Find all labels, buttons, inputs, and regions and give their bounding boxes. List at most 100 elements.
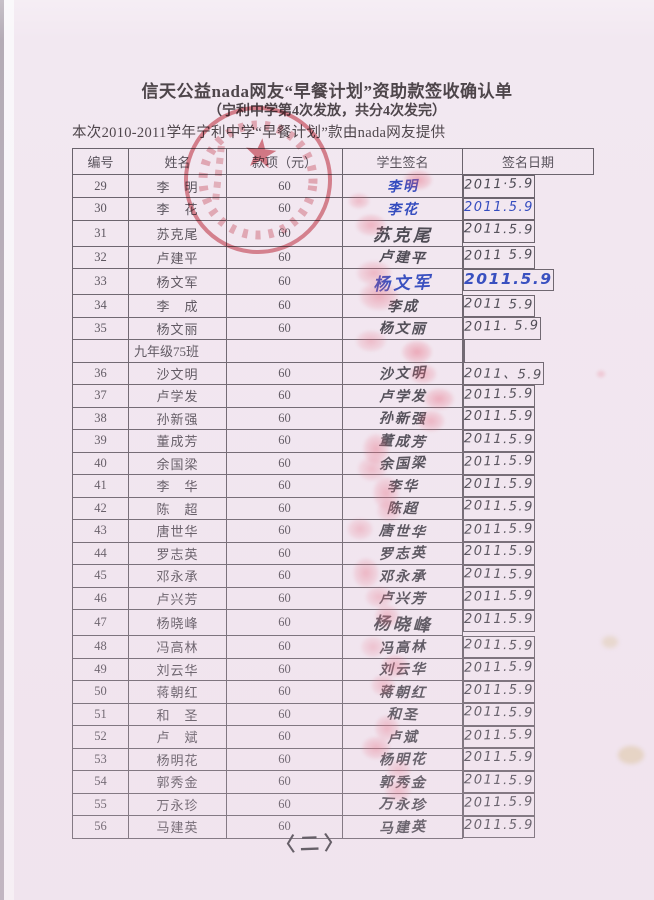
student-signature: 冯高林 [342,635,463,659]
amount-value: 60 [226,635,343,659]
row-number: 30 [72,197,129,221]
date-text: 2011.5.9 [463,771,535,789]
amount-value: 60 [226,680,343,704]
row-number: 34 [72,294,129,318]
amount-value: 60 [226,496,343,520]
signature-text: 苏克尾 [372,225,433,246]
signature-date: 2011、5.9 [463,362,544,385]
row-number: 54 [72,770,129,794]
table-row: 30 李 花 60 李花 2011.5.9 [72,197,594,221]
fingerprint-mark [594,368,608,380]
amount-value: 60 [226,451,343,475]
signature-date: 2011 5.9 [463,294,535,317]
date-text: 2011.5.9 [464,682,534,698]
signature-date: 2011. 5.9 [463,317,541,340]
student-signature: 邓永承 [342,564,463,588]
table-row: 49 刘云华 60 刘云华 2011.5.9 [72,657,594,681]
student-signature: 杨文军 [342,268,463,295]
row-number: 39 [72,429,129,453]
date-text: 2011.5.9 [463,430,535,448]
signature-text: 杨晓峰 [372,613,433,636]
date-text: 2011.5.9 [463,726,535,744]
amount-value: 60 [226,586,343,610]
table-row: 34 李 成 60 李成 2011 5.9 [72,294,594,318]
student-signature: 卢建平 [342,245,463,269]
amount-value: 60 [226,174,343,198]
row-number: 55 [72,792,129,816]
student-name: 九年级75班 [128,339,227,363]
signature-date: 2011.5.9 [463,519,535,542]
scan-edge-shadow [0,0,4,900]
table-row: 56 马建英 60 马建英 2011.5.9 [72,815,594,839]
amount-value: 60 [226,541,343,565]
signature-text: 陈超 [386,501,419,518]
row-number: 52 [72,725,129,749]
student-signature: 万永珍 [342,792,463,816]
student-name: 杨文丽 [128,316,227,340]
signature-date [463,339,465,362]
paper-stain [618,746,644,764]
date-text: 2011.5.9 [464,750,534,765]
student-signature: 唐世华 [342,519,463,543]
signature-date: 2011.5.9 [463,564,535,587]
signature-date: 2011.5.9 [463,474,535,497]
amount-value: 60 [226,725,343,749]
amount-value: 60 [226,197,343,221]
signature-text: 杨文军 [372,272,433,295]
signature-text: 孙新强 [378,410,427,428]
student-signature: 卢学发 [342,384,463,408]
date-text: 2011.5.9 [463,221,535,238]
signature-date: 2011.5.9 [463,680,535,703]
signature-text: 万永珍 [378,796,427,815]
student-signature: 罗志英 [342,541,463,565]
row-number: 48 [72,635,129,659]
student-name: 李 成 [128,294,227,318]
student-signature: 李花 [342,197,463,221]
table-row: 43 唐世华 60 唐世华 2011.5.9 [72,519,594,543]
student-signature: 董成芳 [342,429,463,453]
student-signature [342,339,463,363]
student-signature: 杨晓峰 [342,609,463,636]
row-number: 47 [72,609,129,636]
signature-date: 2011.5.9 [463,748,535,771]
column-header: 编号 [72,148,129,175]
signature-text: 卢建平 [378,249,427,268]
date-text: 2011 5.9 [463,247,535,264]
date-text: 2011.5.9 [463,565,535,583]
row-number: 31 [72,219,129,247]
date-text: 2011.5.9 [463,704,535,721]
row-number: 33 [72,268,129,295]
signature-date: 2011.5.9 [463,542,535,565]
table-row: 47 杨晓峰 60 杨晓峰 2011.5.9 [72,609,594,636]
date-text: 2011.5.9 [464,269,553,288]
student-name: 李 花 [128,197,227,221]
table-row: 45 邓永承 60 邓永承 2011.5.9 [72,564,594,588]
signature-date: 2011.5.9 [463,770,535,793]
student-signature: 李成 [342,294,463,318]
date-text: 2011.5.9 [464,611,534,627]
amount-value: 60 [226,770,343,794]
amount-value: 60 [226,474,343,498]
student-signature: 卢斌 [342,725,463,749]
signature-text: 罗志英 [378,545,427,564]
signature-date: 2011.5.9 [463,609,535,632]
date-text: 2011.5.9 [464,409,534,424]
student-name: 蒋朝红 [128,680,227,704]
row-number: 50 [72,680,129,704]
signature-date: 2011.5.9 [463,429,535,452]
amount-value: 60 [226,294,343,318]
signature-date: 2011.5.9 [463,497,535,520]
student-name: 陈 超 [128,496,227,520]
row-number [72,339,129,363]
table-row: 33 杨文军 60 杨文军 2011.5.9 [72,268,594,295]
row-number: 49 [72,657,129,681]
signature-table: 编号 姓名 款项（元） 学生签名 签名日期 29 李 明 60 李明 2011·5.9 30 李 花… [72,148,594,839]
amount-value: 60 [226,406,343,430]
row-number: 43 [72,519,129,543]
student-name: 万永珍 [128,792,227,816]
row-number: 42 [72,496,129,520]
signature-date: 2011.5.9 [463,384,535,407]
signature-date: 2011.5.9 [463,268,554,291]
signature-text: 李华 [386,478,419,495]
